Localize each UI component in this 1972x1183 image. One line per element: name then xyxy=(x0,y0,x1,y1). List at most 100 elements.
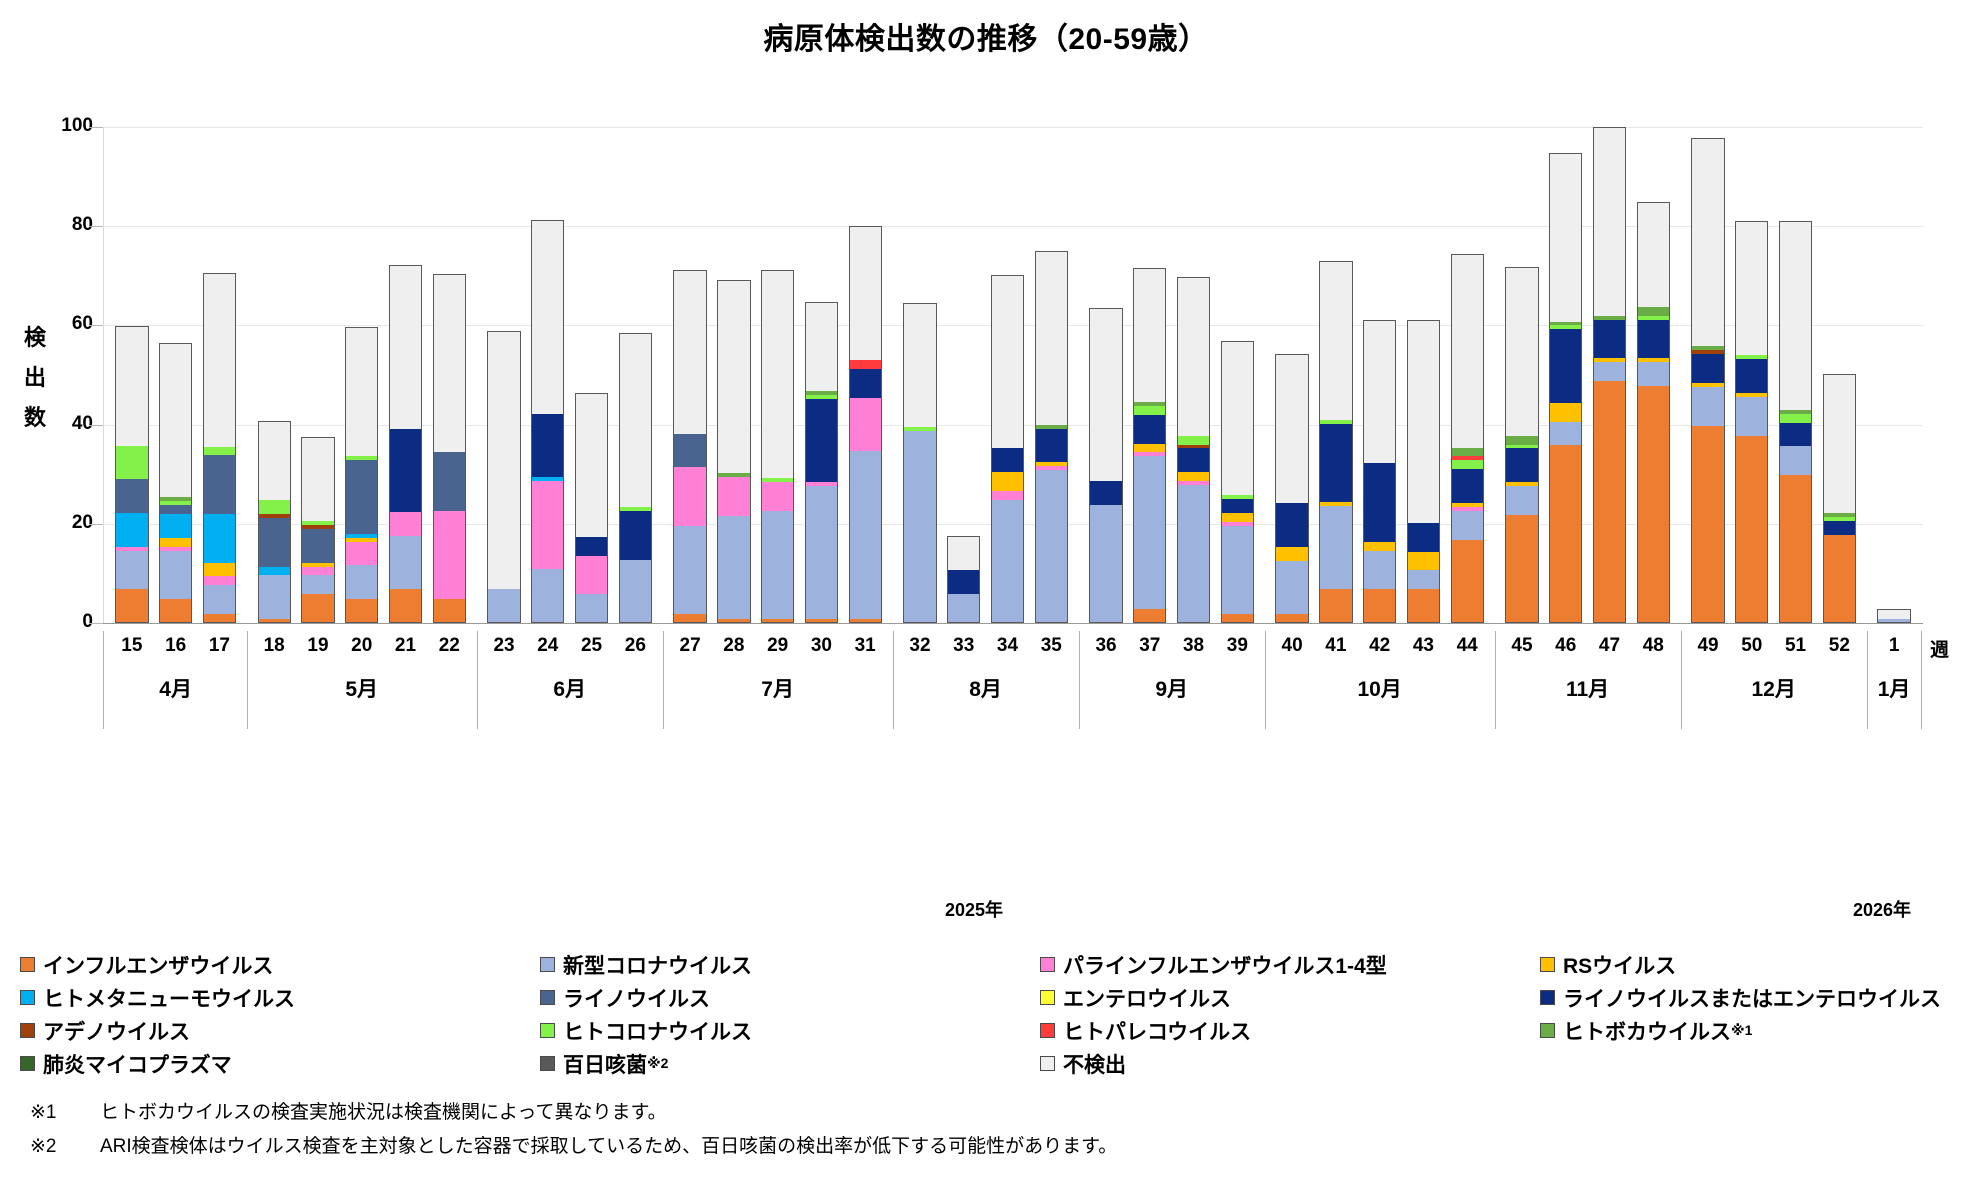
bar-column[interactable] xyxy=(1822,374,1856,623)
bar-segment xyxy=(574,593,609,623)
bar-segment xyxy=(1176,447,1211,473)
bar-column[interactable] xyxy=(301,436,335,623)
bar-column[interactable] xyxy=(531,220,565,623)
bar-segment xyxy=(115,511,149,547)
legend-label: アデノウイルス xyxy=(43,1020,190,1044)
bar-segment xyxy=(1735,395,1769,436)
bar-column[interactable] xyxy=(1549,152,1583,623)
bar-column[interactable] xyxy=(1877,609,1911,623)
legend-label: 肺炎マイコプラズマ xyxy=(43,1053,232,1077)
bar-column[interactable] xyxy=(947,535,981,623)
legend-item[interactable]: 不検出 xyxy=(1040,1049,1540,1079)
bar-column[interactable] xyxy=(848,226,882,623)
bar-column[interactable] xyxy=(1034,251,1068,623)
bar-column[interactable] xyxy=(159,343,193,623)
bar-segment xyxy=(1691,138,1725,347)
bar-segment xyxy=(717,514,751,620)
bar-segment xyxy=(345,598,379,623)
bar-segment xyxy=(202,272,237,447)
legend-item[interactable]: RSウイルス xyxy=(1540,950,1960,980)
bar-segment xyxy=(1406,550,1441,571)
bar-column[interactable] xyxy=(1133,268,1167,623)
bar-column[interactable] xyxy=(257,420,291,623)
bar-segment xyxy=(1636,305,1670,316)
bar-column[interactable] xyxy=(1592,127,1627,623)
bar-segment xyxy=(990,471,1025,492)
bar-column[interactable] xyxy=(903,302,937,623)
bar-column[interactable] xyxy=(990,274,1025,623)
bar-segment xyxy=(1089,307,1123,482)
month-separator xyxy=(1494,631,1496,729)
bar-column[interactable] xyxy=(1319,260,1353,623)
legend-item[interactable]: 新型コロナウイルス xyxy=(540,950,1040,980)
bar-column[interactable] xyxy=(1220,341,1254,623)
bar-column[interactable] xyxy=(1089,307,1123,623)
bar-segment xyxy=(115,326,149,446)
bar-segment xyxy=(1735,434,1769,623)
bar-column[interactable] xyxy=(1778,221,1813,623)
legend-item[interactable]: エンテロウイルス xyxy=(1040,983,1540,1013)
legend-item[interactable]: ヒトメタニューモウイルス xyxy=(20,983,540,1013)
legend-item[interactable]: パラインフルエンザウイルス1-4型 xyxy=(1040,950,1540,980)
bar-segment xyxy=(531,568,565,623)
bar-column[interactable] xyxy=(115,326,149,623)
bar-column[interactable] xyxy=(1636,202,1670,623)
legend-item[interactable]: ライノウイルス xyxy=(540,983,1040,1013)
bar-column[interactable] xyxy=(1691,138,1725,623)
bar-column[interactable] xyxy=(1176,276,1211,623)
bar-segment xyxy=(1319,504,1353,590)
bar-segment xyxy=(618,558,652,623)
legend-item[interactable]: ヒトパレコウイルス xyxy=(1040,1016,1540,1046)
bar-segment xyxy=(1176,434,1211,445)
bar-column[interactable] xyxy=(388,264,423,623)
legend-item[interactable]: ライノウイルスまたはエンテロウイルス xyxy=(1540,983,1960,1013)
year-label-2025: 2025年 xyxy=(945,900,1004,920)
bar-column[interactable] xyxy=(1505,266,1539,623)
bar-segment xyxy=(848,226,882,361)
legend-label: ヒトパレコウイルス xyxy=(1063,1020,1252,1044)
legend-item[interactable]: 肺炎マイコプラズマ xyxy=(20,1049,540,1079)
bar-segment xyxy=(1505,485,1539,515)
legend-swatch-icon xyxy=(20,957,35,972)
y-tick-mark xyxy=(89,127,103,128)
bar-column[interactable] xyxy=(761,269,795,623)
week-label: 46 xyxy=(1555,635,1577,656)
bar-column[interactable] xyxy=(1406,319,1441,623)
bar-column[interactable] xyxy=(345,327,379,623)
legend-item[interactable]: アデノウイルス xyxy=(20,1016,540,1046)
bar-segment xyxy=(1778,474,1813,623)
bar-column[interactable] xyxy=(1735,221,1769,623)
y-tick-mark xyxy=(89,623,103,624)
legend-item[interactable]: ヒトボカウイルス ※1 xyxy=(1540,1016,1960,1046)
legend-swatch-icon xyxy=(1040,1023,1055,1038)
bar-column[interactable] xyxy=(1450,254,1484,623)
legend-item[interactable]: インフルエンザウイルス xyxy=(20,950,540,980)
legend-item[interactable]: ヒトコロナウイルス xyxy=(540,1016,1040,1046)
legend-label: ヒトメタニューモウイルス xyxy=(43,987,295,1011)
bar-column[interactable] xyxy=(1363,319,1397,623)
legend-label: ヒトボカウイルス xyxy=(1563,1020,1731,1044)
bar-segment xyxy=(761,481,795,511)
bar-segment xyxy=(1363,319,1397,464)
month-separator xyxy=(476,631,478,729)
bar-column[interactable] xyxy=(432,273,466,623)
bar-column[interactable] xyxy=(574,392,609,623)
bar-column[interactable] xyxy=(618,333,652,623)
bar-column[interactable] xyxy=(673,269,707,623)
week-label: 29 xyxy=(767,635,789,656)
legend-item[interactable]: 百日咳菌 ※2 xyxy=(540,1049,1040,1079)
bar-segment xyxy=(115,549,149,590)
bar-segment xyxy=(1133,413,1167,444)
bar-column[interactable] xyxy=(487,331,521,623)
bar-column[interactable] xyxy=(804,301,839,623)
bar-segment xyxy=(1778,445,1813,476)
legend-swatch-icon xyxy=(1540,990,1555,1005)
bar-column[interactable] xyxy=(202,272,237,623)
bar-segment xyxy=(717,279,751,474)
bar-column[interactable] xyxy=(717,279,751,623)
y-tick-label: 0 xyxy=(82,611,93,632)
month-label: 5月 xyxy=(345,678,379,701)
week-label: 17 xyxy=(208,635,230,656)
bar-segment xyxy=(388,427,423,512)
bar-column[interactable] xyxy=(1275,354,1309,623)
